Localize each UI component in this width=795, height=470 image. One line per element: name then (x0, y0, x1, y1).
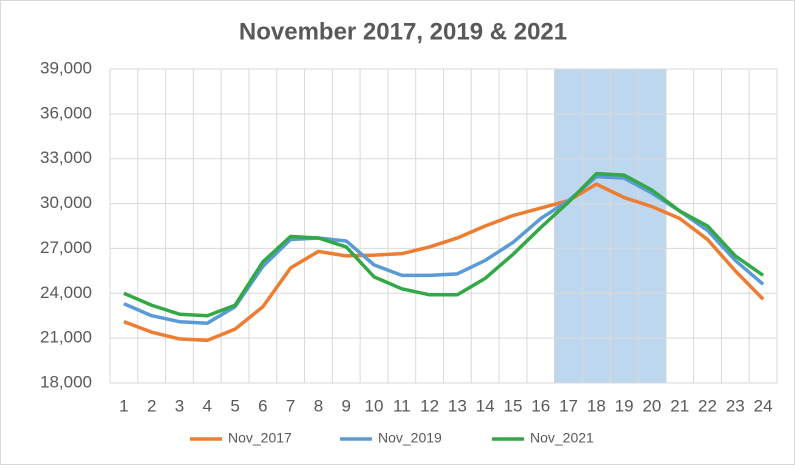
y-tick-label: 36,000 (40, 103, 92, 122)
x-tick-label: 23 (726, 396, 745, 415)
x-tick-label: 8 (314, 396, 323, 415)
x-tick-label: 16 (531, 396, 550, 415)
x-tick-label: 18 (587, 396, 606, 415)
x-tick-label: 7 (286, 396, 295, 415)
chart-title: November 2017, 2019 & 2021 (239, 18, 567, 45)
y-tick-label: 30,000 (40, 193, 92, 212)
x-tick-label: 21 (670, 396, 689, 415)
x-tick-label: 4 (203, 396, 212, 415)
x-tick-label: 12 (420, 396, 439, 415)
legend-label: Nov_2019 (378, 430, 442, 446)
x-tick-label: 1 (119, 396, 128, 415)
x-tick-label: 19 (615, 396, 634, 415)
y-tick-label: 21,000 (40, 328, 92, 347)
x-tick-label: 6 (258, 396, 267, 415)
legend-label: Nov_2021 (530, 430, 594, 446)
series-line (123, 174, 765, 325)
x-tick-label: 14 (476, 396, 495, 415)
y-tick-label: 39,000 (40, 58, 92, 77)
x-tick-label: 2 (147, 396, 156, 415)
x-tick-label: 13 (448, 396, 467, 415)
x-tick-label: 15 (504, 396, 523, 415)
series-line (123, 171, 765, 318)
legend-label: Nov_2017 (228, 430, 292, 446)
x-tick-label: 3 (175, 396, 184, 415)
x-tick-label: 24 (754, 396, 773, 415)
x-tick-label: 10 (365, 396, 384, 415)
x-tick-label: 22 (698, 396, 717, 415)
x-tick-label: 20 (642, 396, 661, 415)
y-tick-label: 24,000 (40, 283, 92, 302)
y-tick-label: 27,000 (40, 238, 92, 257)
x-tick-label: 9 (341, 396, 350, 415)
x-tick-label: 11 (393, 396, 411, 415)
y-tick-label: 18,000 (40, 372, 92, 391)
x-tick-label: 17 (559, 396, 578, 415)
series-line (123, 182, 765, 343)
x-tick-label: 5 (230, 396, 239, 415)
y-tick-label: 33,000 (40, 148, 92, 167)
